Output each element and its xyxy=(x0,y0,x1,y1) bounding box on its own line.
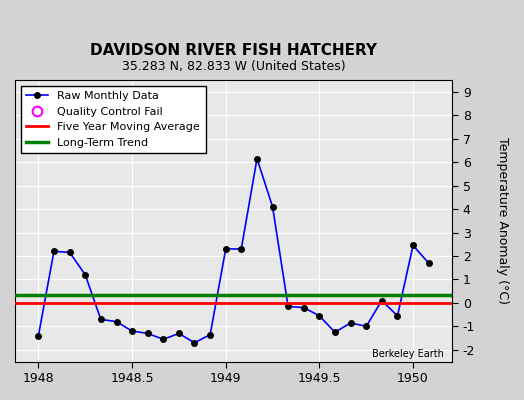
Raw Monthly Data xyxy=(160,337,167,342)
Raw Monthly Data xyxy=(363,324,369,329)
Raw Monthly Data xyxy=(97,317,104,322)
Raw Monthly Data xyxy=(379,298,385,303)
Raw Monthly Data xyxy=(223,246,229,251)
Raw Monthly Data xyxy=(191,340,198,345)
Raw Monthly Data xyxy=(113,319,119,324)
Legend: Raw Monthly Data, Quality Control Fail, Five Year Moving Average, Long-Term Tren: Raw Monthly Data, Quality Control Fail, … xyxy=(20,86,205,153)
Raw Monthly Data xyxy=(176,331,182,336)
Raw Monthly Data xyxy=(425,261,432,266)
Raw Monthly Data xyxy=(395,314,401,318)
Raw Monthly Data xyxy=(301,305,307,310)
Raw Monthly Data xyxy=(347,320,354,325)
Raw Monthly Data xyxy=(238,246,244,251)
Line: Raw Monthly Data: Raw Monthly Data xyxy=(36,156,431,346)
Raw Monthly Data xyxy=(207,332,213,337)
Raw Monthly Data xyxy=(254,156,260,161)
Y-axis label: Temperature Anomaly (°C): Temperature Anomaly (°C) xyxy=(496,137,509,304)
Raw Monthly Data xyxy=(410,243,416,248)
Text: 35.283 N, 82.833 W (United States): 35.283 N, 82.833 W (United States) xyxy=(122,60,345,73)
Raw Monthly Data xyxy=(145,331,151,336)
Raw Monthly Data xyxy=(332,330,338,335)
Raw Monthly Data xyxy=(129,329,135,334)
Raw Monthly Data xyxy=(82,272,89,277)
Title: DAVIDSON RIVER FISH HATCHERY: DAVIDSON RIVER FISH HATCHERY xyxy=(90,43,377,58)
Raw Monthly Data xyxy=(51,249,57,254)
Raw Monthly Data xyxy=(285,304,291,309)
Raw Monthly Data xyxy=(316,314,323,318)
Text: Berkeley Earth: Berkeley Earth xyxy=(372,349,444,359)
Raw Monthly Data xyxy=(269,204,276,209)
Raw Monthly Data xyxy=(35,333,41,338)
Raw Monthly Data xyxy=(67,250,73,255)
